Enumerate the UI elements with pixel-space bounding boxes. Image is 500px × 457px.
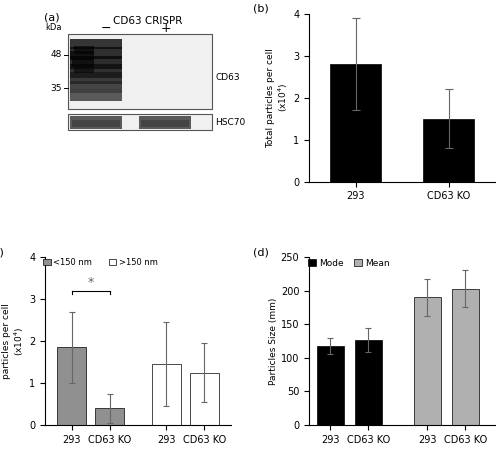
Bar: [316, 346, 344, 425]
Bar: [70, 51, 94, 60]
Text: 48: 48: [50, 50, 62, 59]
Bar: [70, 56, 122, 69]
Bar: [72, 58, 94, 67]
Text: HSC70: HSC70: [215, 118, 246, 127]
Bar: [141, 120, 189, 127]
Bar: [354, 340, 382, 425]
Bar: [70, 116, 122, 129]
Legend: <150 nm, >150 nm: <150 nm, >150 nm: [40, 255, 161, 270]
Bar: [68, 114, 212, 130]
Legend: Mode, Mean: Mode, Mean: [304, 255, 393, 271]
Bar: [70, 47, 122, 59]
Text: *: *: [88, 276, 94, 289]
Bar: [68, 34, 212, 109]
Text: 35: 35: [50, 84, 62, 93]
Text: −: −: [101, 22, 112, 35]
Y-axis label: Total particles per cell
(x10$^4$): Total particles per cell (x10$^4$): [266, 48, 290, 148]
Bar: [70, 39, 122, 49]
Bar: [72, 120, 120, 127]
Text: (d): (d): [254, 247, 269, 257]
Text: +: +: [160, 22, 171, 35]
Text: CD63: CD63: [215, 73, 240, 82]
Text: (c): (c): [0, 247, 4, 257]
Text: (a): (a): [44, 12, 60, 22]
Bar: [414, 298, 441, 425]
Bar: [57, 347, 86, 425]
Bar: [70, 81, 122, 93]
Bar: [74, 46, 94, 53]
Text: (b): (b): [254, 4, 269, 14]
Y-axis label: particles per cell
(x10$^4$): particles per cell (x10$^4$): [2, 303, 26, 379]
Bar: [74, 67, 94, 73]
Bar: [152, 364, 181, 425]
Bar: [70, 64, 122, 78]
Bar: [330, 64, 381, 181]
Bar: [70, 73, 122, 84]
Text: CD63 CRISPR: CD63 CRISPR: [112, 16, 182, 26]
Y-axis label: Particles Size (mm): Particles Size (mm): [269, 298, 278, 385]
Text: kDa: kDa: [45, 23, 62, 32]
Bar: [95, 408, 124, 425]
Bar: [423, 119, 474, 181]
Bar: [70, 89, 122, 101]
Bar: [452, 289, 479, 425]
Bar: [139, 116, 191, 129]
Bar: [190, 372, 219, 425]
